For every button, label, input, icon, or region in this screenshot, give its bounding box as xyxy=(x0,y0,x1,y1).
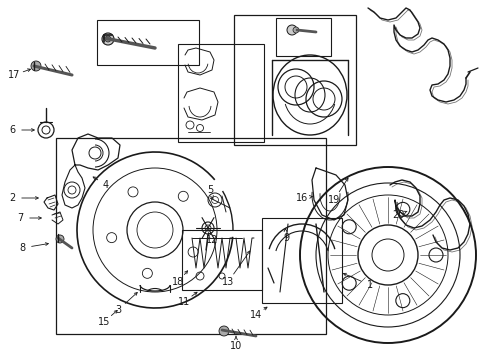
Text: 17: 17 xyxy=(8,70,20,80)
Bar xyxy=(182,230,262,290)
Text: 19: 19 xyxy=(328,195,340,205)
Text: 8: 8 xyxy=(19,243,25,253)
Text: 2: 2 xyxy=(9,193,15,203)
Text: 6: 6 xyxy=(9,125,15,135)
Text: 14: 14 xyxy=(250,310,262,320)
Text: 12: 12 xyxy=(206,235,218,245)
Bar xyxy=(97,20,199,65)
Circle shape xyxy=(102,33,114,45)
Circle shape xyxy=(287,25,297,35)
Circle shape xyxy=(31,61,41,71)
Text: 20: 20 xyxy=(392,210,404,220)
Bar xyxy=(276,18,331,56)
Text: 18: 18 xyxy=(172,277,184,287)
Circle shape xyxy=(293,27,299,33)
Circle shape xyxy=(219,326,229,336)
Text: 5: 5 xyxy=(207,185,213,195)
Text: 10: 10 xyxy=(230,341,242,351)
Text: 9: 9 xyxy=(283,233,289,243)
Text: 13: 13 xyxy=(222,277,234,287)
Text: 1: 1 xyxy=(367,280,373,290)
Bar xyxy=(56,138,326,334)
Text: 16: 16 xyxy=(296,193,308,203)
Text: 3: 3 xyxy=(115,305,121,315)
Text: 15: 15 xyxy=(98,317,110,327)
Bar xyxy=(262,218,342,303)
Bar xyxy=(234,15,356,145)
Bar xyxy=(178,44,264,142)
Text: 7: 7 xyxy=(17,213,23,223)
Circle shape xyxy=(105,36,111,42)
Text: 4: 4 xyxy=(103,180,109,190)
Text: 11: 11 xyxy=(178,297,190,307)
Circle shape xyxy=(56,235,64,243)
